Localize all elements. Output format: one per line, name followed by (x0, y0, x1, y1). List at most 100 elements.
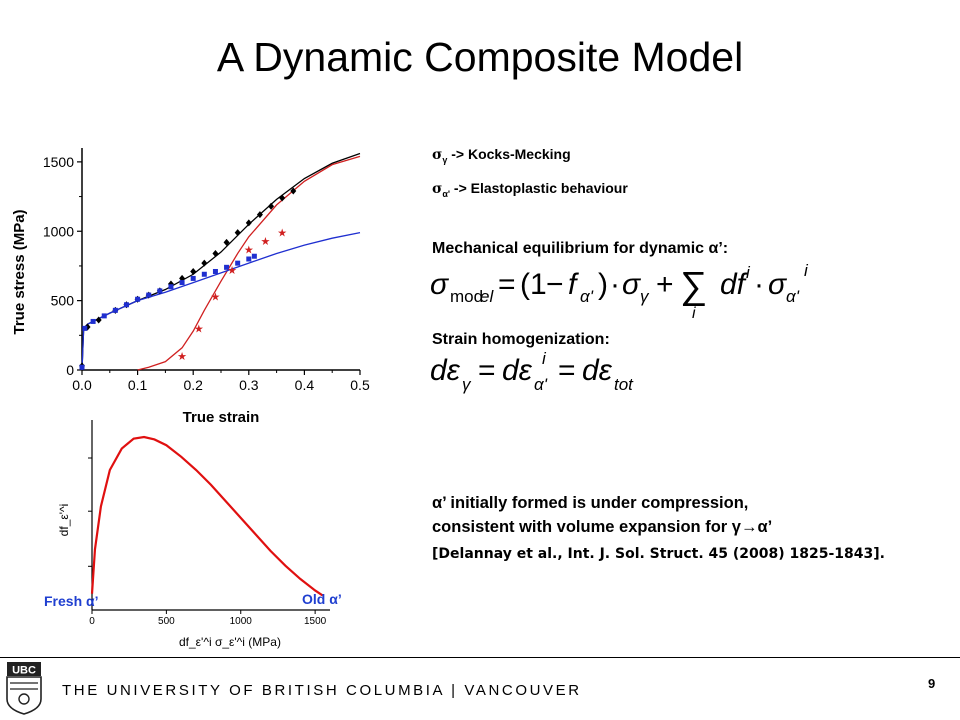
svg-text:tot: tot (614, 375, 634, 394)
chart1-point-star: ★ (277, 228, 287, 240)
svg-text:=: = (498, 268, 516, 301)
svg-text:σ: σ (622, 268, 642, 301)
chart1-point-square (146, 292, 152, 298)
svg-text:i: i (692, 305, 696, 322)
svg-text:+: + (656, 268, 674, 301)
chart1-point-diamond (190, 267, 197, 275)
chart2-x-tick-label: 1000 (230, 616, 253, 627)
chart1-point-square (246, 256, 252, 262)
chart1-series-line-2 (81, 232, 361, 371)
elastoplastic-line: σα' -> Elastoplastic behaviour (432, 180, 628, 199)
chart1-ylabel: True stress (MPa) (11, 209, 28, 334)
svg-text:i: i (542, 349, 547, 368)
chart1-point-square (135, 296, 141, 302)
chart1-point-square (101, 313, 107, 319)
svg-text:=: = (478, 354, 496, 387)
svg-text:∑: ∑ (680, 265, 707, 307)
svg-text:f: f (568, 268, 579, 301)
footer-divider (0, 657, 960, 658)
chart1-point-diamond (234, 229, 241, 237)
chart1-x-tick-label: 0.2 (183, 377, 203, 393)
kocks-mecking-line: σγ -> Kocks-Mecking (432, 146, 571, 165)
chart1-y-tick-label: 1000 (43, 223, 74, 239)
svg-text:dε: dε (430, 354, 461, 387)
chart2-series (90, 435, 324, 597)
chart2-series-line-0 (90, 435, 324, 597)
chart1-point-diamond (290, 187, 297, 195)
svg-text:df: df (720, 268, 748, 301)
chart1-series-line-1 (137, 155, 361, 371)
reference-citation: [Delannay et al., Int. J. Sol. Struct. 4… (432, 546, 885, 562)
svg-text:i: i (746, 263, 751, 282)
chart1-point-square (251, 253, 257, 259)
chart1-point-square (82, 325, 88, 331)
chart1-point-square (224, 264, 230, 270)
chart2-ylabel: df_ε'^i (57, 504, 71, 537)
old-alpha-label: Old α’ (302, 591, 342, 607)
strain-equation: dε γ = dε α' i = dε tot (430, 349, 634, 394)
chart1-ticks: 0.0 0.1 0.2 0.3 0.4 0.5 0 500 1000 1500 (43, 154, 370, 393)
chart1-y-tick-label: 1500 (43, 154, 74, 170)
chart2-x-tick-label: 500 (158, 616, 175, 627)
chart1-point-star: ★ (177, 351, 187, 363)
svg-text:α': α' (534, 375, 548, 394)
chart1-point-square (90, 318, 96, 324)
svg-text:=: = (558, 354, 576, 387)
slide-title: A Dynamic Composite Model (216, 34, 744, 80)
svg-text:α': α' (786, 287, 800, 306)
chart1-point-diamond (245, 219, 252, 227)
strain-homogenization-heading: Strain homogenization: (432, 331, 610, 348)
chart1-point-diamond (279, 194, 286, 202)
university-name: THE UNIVERSITY OF BRITISH COLUMBIA | VAN… (62, 682, 582, 699)
chart1-axes (81, 148, 360, 371)
chart1-point-diamond (212, 249, 219, 257)
chart1-series: ★ ★ ★ ★ ★ ★ ★ (79, 152, 361, 371)
chart1-x-tick-label: 0.1 (128, 377, 148, 393)
fresh-alpha-label: Fresh α’ (44, 593, 99, 609)
chart1-point-diamond (268, 202, 275, 210)
svg-text:·: · (610, 268, 620, 301)
chart2-xlabel: df_ε'^i σ_ε'^i (MPa) (179, 635, 281, 649)
svg-text:dε: dε (502, 354, 533, 387)
chart2-x-tick-label: 1500 (304, 616, 327, 627)
svg-text:dε: dε (582, 354, 613, 387)
svg-text:mod: mod (450, 287, 483, 306)
ubc-logo: UBC (6, 662, 42, 715)
svg-text:i: i (804, 261, 809, 280)
mechanical-equilibrium-heading: Mechanical equilibrium for dynamic α’: (432, 240, 729, 257)
svg-text:γ: γ (462, 375, 472, 394)
chart1-point-square (112, 307, 118, 313)
chart1-point-star: ★ (244, 244, 254, 256)
chart1-point-square (235, 260, 241, 266)
svg-text:): ) (598, 268, 608, 301)
svg-text:σ: σ (430, 268, 450, 301)
chart2-ticks: 0 500 1000 1500 (88, 457, 327, 627)
chart1-point-square (201, 271, 207, 277)
chart1-point-square (168, 284, 174, 290)
chart1-point-square (190, 275, 196, 281)
svg-text:γ: γ (640, 287, 650, 306)
svg-text:σ: σ (768, 268, 788, 301)
chart1-point-star: ★ (261, 236, 271, 248)
fraction-chart: 0 500 1000 1500 df_ε'^i σ_ε'^i (MPa) df_ε'^… (44, 420, 342, 649)
chart1-point-square (79, 364, 85, 370)
chart1-point-star: ★ (227, 265, 237, 277)
equilibrium-equation: σ mod el = (1 − f α' ) · σ γ + ∑ i df i … (430, 261, 809, 322)
compression-note-2: consistent with volume expansion for γ→α… (432, 518, 773, 536)
svg-text:−: − (546, 268, 564, 301)
chart1-x-tick-label: 0.5 (350, 377, 370, 393)
chart1-series-line-0 (81, 152, 361, 371)
chart2-axes (91, 420, 330, 611)
chart1-point-diamond (223, 238, 230, 246)
compression-note-1: α’ initially formed is under compression… (432, 494, 749, 512)
chart1-point-diamond (95, 316, 102, 324)
svg-text:(1: (1 (520, 268, 547, 301)
chart1-point-square (157, 288, 163, 294)
chart1-point-diamond (201, 259, 208, 267)
chart1-y-tick-label: 0 (66, 362, 74, 378)
chart1-x-tick-label: 0.3 (239, 377, 259, 393)
chart1-point-square (212, 268, 218, 274)
chart1-point-square (179, 280, 185, 286)
chart1-point-square (123, 302, 129, 308)
svg-text:UBC: UBC (12, 665, 36, 677)
